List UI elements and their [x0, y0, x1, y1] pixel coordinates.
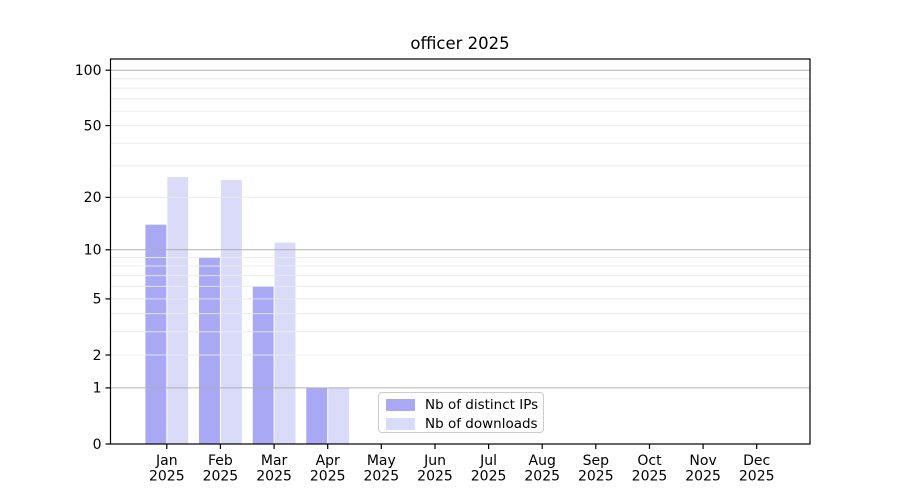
legend: Nb of distinct IPs Nb of downloads: [378, 392, 544, 433]
x-tick-label-jun: Jun 2025: [417, 453, 453, 485]
x-tick-label-jul: Jul 2025: [471, 453, 507, 485]
x-tick-label-sep: Sep 2025: [578, 453, 614, 485]
bar-distinct-ips-apr: [306, 387, 328, 444]
legend-label-distinct-ips: Nb of distinct IPs: [425, 397, 539, 413]
x-tick-label-mar: Mar 2025: [256, 453, 292, 485]
y-tick-label-20: 20: [84, 190, 102, 206]
legend-item-downloads: Nb of downloads: [386, 417, 538, 431]
x-tick-label-apr: Apr 2025: [310, 453, 346, 485]
bar-downloads-mar: [274, 242, 296, 444]
bar-downloads-apr: [328, 387, 350, 444]
y-tick-label-10: 10: [84, 243, 102, 259]
y-tick-label-100: 100: [75, 63, 102, 79]
legend-swatch-downloads: [386, 417, 415, 431]
bar-downloads-feb: [220, 180, 242, 444]
y-tick-label-2: 2: [93, 348, 102, 364]
x-tick-label-feb: Feb 2025: [203, 453, 239, 485]
x-tick-label-aug: Aug 2025: [524, 453, 560, 485]
x-tick-label-oct: Oct 2025: [632, 453, 668, 485]
y-tick-label-0: 0: [93, 437, 102, 453]
x-tick-label-dec: Dec 2025: [739, 453, 775, 485]
legend-swatch-distinct-ips: [386, 398, 415, 412]
chart-title: officer 2025: [410, 34, 510, 53]
legend-item-distinct-ips: Nb of distinct IPs: [386, 398, 538, 412]
bar-downloads-jan: [167, 177, 189, 444]
plot-frame: [109, 58, 811, 445]
y-tick-label-50: 50: [84, 118, 102, 134]
x-tick-label-may: May 2025: [363, 453, 399, 485]
bar-distinct-ips-feb: [199, 257, 220, 444]
bar-distinct-ips-jan: [145, 224, 167, 444]
y-tick-label-5: 5: [93, 292, 102, 308]
y-tick-label-1: 1: [93, 381, 102, 397]
legend-label-downloads: Nb of downloads: [425, 416, 538, 432]
bar-distinct-ips-mar: [252, 286, 274, 444]
x-tick-label-nov: Nov 2025: [685, 453, 721, 485]
x-tick-label-jan: Jan 2025: [149, 453, 185, 485]
